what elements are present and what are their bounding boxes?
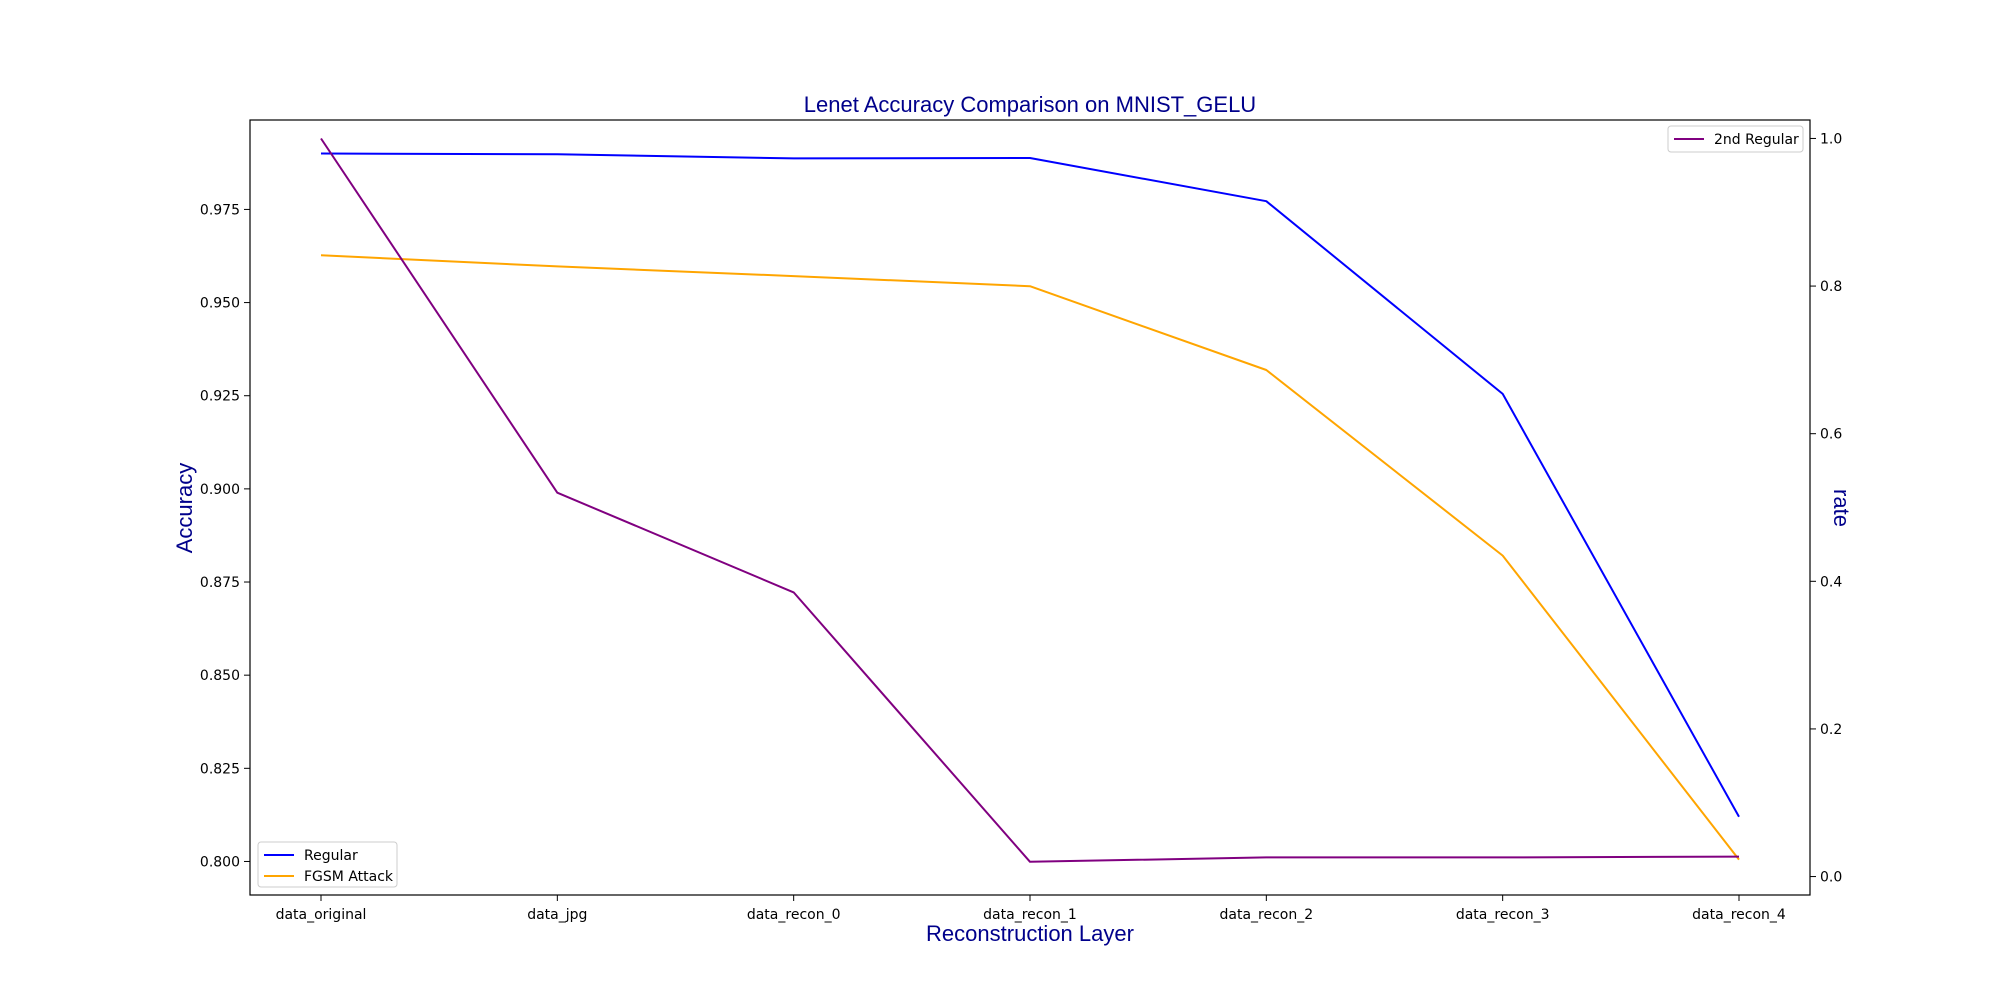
y-tick-label: 0.950 [200, 296, 240, 312]
y-tick-label: 0.975 [200, 202, 240, 218]
series-line-2nd-regular [320, 137, 1740, 863]
y2-tick-label: 1.0 [1820, 131, 1842, 147]
y2-tick-label: 0.6 [1820, 427, 1842, 443]
y2-tick-label: 0.2 [1820, 722, 1842, 738]
chart-title: Lenet Accuracy Comparison on MNIST_GELU [804, 92, 1256, 117]
y-tick-label: 0.875 [200, 575, 240, 591]
left-axis: 0.800 0.825 0.850 0.875 0.900 0.925 0.950 0.975 [200, 202, 250, 870]
series-line-regular [320, 152, 1740, 818]
x-tick-label: data_original [276, 907, 367, 923]
series-line-fgsm-attack [320, 254, 1740, 861]
legend-left: Regular FGSM Attack [257, 841, 398, 888]
y-tick-label: 0.850 [200, 668, 240, 684]
y2-tick-label: 0.4 [1820, 574, 1842, 590]
x-tick-label: data_recon_3 [1456, 907, 1550, 923]
y-tick-label: 0.900 [200, 482, 240, 498]
y2-tick-label: 0.8 [1820, 279, 1842, 295]
y-tick-label: 0.825 [200, 761, 240, 777]
x-axis-title: Reconstruction Layer [926, 921, 1134, 946]
x-tick-label: data_recon_0 [747, 907, 841, 923]
x-tick-label: data_jpg [527, 907, 587, 923]
x-tick-label: data_recon_1 [983, 907, 1077, 923]
x-axis: data_original data_jpg data_recon_0 data_re… [276, 895, 1786, 923]
legend-right-box [1667, 125, 1804, 153]
legend-label-fgsm: FGSM Attack [304, 869, 394, 885]
y2-axis-title: rate [1829, 489, 1854, 527]
y2-tick-label: 0.0 [1820, 870, 1842, 886]
legend-label-regular: Regular [304, 848, 358, 864]
x-tick-label: data_recon_2 [1220, 907, 1314, 923]
y-tick-label: 0.800 [200, 854, 240, 870]
legend-label-2nd-regular: 2nd Regular [1714, 132, 1799, 148]
y-tick-label: 0.925 [200, 389, 240, 405]
legend-right: 2nd Regular [1667, 125, 1804, 153]
x-tick-label: data_recon_4 [1692, 907, 1786, 923]
series-layer [320, 137, 1740, 863]
right-axis: 0.0 0.2 0.4 0.6 0.8 1.0 [1810, 131, 1842, 886]
y-axis-title: Accuracy [172, 463, 197, 553]
